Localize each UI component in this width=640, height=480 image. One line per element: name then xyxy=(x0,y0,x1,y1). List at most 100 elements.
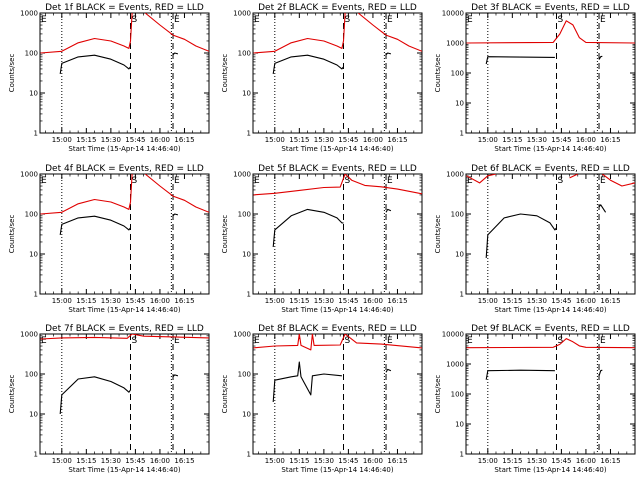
x-tick-label: 15:00 xyxy=(52,297,72,305)
lld-series-line xyxy=(466,174,635,187)
x-tick-label: 15:15 xyxy=(502,136,522,144)
detector-panel-9: Det 9f BLACK = Events, RED = LLD 1 10 100 10… xyxy=(434,324,636,474)
y-axis-title: Counts/sec xyxy=(221,215,229,254)
y-tick-label: 1000 xyxy=(20,10,38,18)
y-tick-label: 10000 xyxy=(442,10,464,18)
flag-label: E xyxy=(41,176,47,186)
flag-label: E xyxy=(174,176,180,186)
lld-series-line xyxy=(466,338,635,349)
events-series-line xyxy=(59,374,179,415)
x-tick-label: 15:00 xyxy=(478,457,498,465)
y-tick-label: 10 xyxy=(455,251,464,259)
y-axis-title: Counts/sec xyxy=(434,215,442,254)
x-tick-label: 15:45 xyxy=(551,136,571,144)
events-series-line xyxy=(485,369,603,380)
x-tick-label: 16:15 xyxy=(600,297,620,305)
y-tick-label: 1 xyxy=(247,291,251,299)
x-axis-title: Start Time (15-Apr-14 14:46:40) xyxy=(68,306,180,314)
events-series-line xyxy=(485,55,603,65)
panel-title: Det 6f BLACK = Events, RED = LLD xyxy=(471,164,630,174)
x-tick-label: 15:00 xyxy=(265,297,285,305)
x-tick-label: 16:00 xyxy=(150,297,170,305)
flag-label: E xyxy=(41,336,47,346)
detector-panel-3: Det 3f BLACK = Events, RED = LLD 1 10 100 10… xyxy=(434,3,636,153)
x-tick-label: 15:00 xyxy=(265,136,285,144)
y-axis-title: Counts/sec xyxy=(434,375,442,414)
x-tick-label: 15:45 xyxy=(338,136,358,144)
x-axis-title: Start Time (15-Apr-14 14:46:40) xyxy=(281,306,393,314)
x-tick-label: 15:45 xyxy=(551,457,571,465)
y-axis-title: Counts/sec xyxy=(221,54,229,93)
series-group xyxy=(40,334,209,415)
x-tick-label: 15:15 xyxy=(289,457,309,465)
flag-label: S xyxy=(131,15,137,25)
y-tick-label: 1 xyxy=(34,451,38,459)
y-tick-label: 10 xyxy=(242,90,251,98)
x-tick-label: 16:00 xyxy=(150,136,170,144)
series-group xyxy=(40,13,209,74)
plot-frame xyxy=(252,12,423,134)
plot-frame xyxy=(252,333,423,455)
y-tick-label: 10 xyxy=(29,90,38,98)
detector-panel-4: Det 4f BLACK = Events, RED = LLD 1 10 100 10… xyxy=(8,164,210,314)
panel-title: Det 8f BLACK = Events, RED = LLD xyxy=(258,324,417,334)
x-tick-label: 15:45 xyxy=(338,297,358,305)
y-tick-label: 10 xyxy=(455,100,464,108)
flag-label: S xyxy=(344,15,350,25)
flag-label: E xyxy=(254,336,260,346)
flag-label: E xyxy=(387,336,393,346)
x-tick-label: 15:45 xyxy=(338,457,358,465)
plot-frame xyxy=(252,173,423,295)
x-tick-label: 15:30 xyxy=(314,297,334,305)
x-tick-label: 15:15 xyxy=(76,136,96,144)
panel-title: Det 4f BLACK = Events, RED = LLD xyxy=(45,164,204,174)
series-group xyxy=(466,20,635,65)
lld-series-line xyxy=(40,174,209,215)
flag-label: E xyxy=(387,176,393,186)
y-tick-label: 10 xyxy=(29,251,38,259)
events-series-line xyxy=(59,213,179,235)
x-tick-label: 15:15 xyxy=(289,136,309,144)
x-tick-label: 15:00 xyxy=(478,297,498,305)
x-tick-label: 16:15 xyxy=(174,457,194,465)
x-tick-label: 15:00 xyxy=(52,136,72,144)
series-group xyxy=(40,174,209,235)
series-group xyxy=(253,174,422,248)
y-tick-label: 1000 xyxy=(446,361,464,369)
x-tick-label: 15:15 xyxy=(76,457,96,465)
lld-series-line xyxy=(253,174,422,196)
flag-label: E xyxy=(467,336,473,346)
flag-label: S xyxy=(131,336,137,346)
y-tick-label: 100 xyxy=(25,371,38,379)
x-axis-title: Start Time (15-Apr-14 14:46:40) xyxy=(68,145,180,153)
y-tick-label: 10 xyxy=(29,411,38,419)
x-tick-label: 15:30 xyxy=(101,297,121,305)
x-tick-label: 16:00 xyxy=(363,136,383,144)
y-axis-title: Counts/sec xyxy=(221,375,229,414)
x-tick-label: 15:45 xyxy=(125,297,145,305)
panel-title: Det 7f BLACK = Events, RED = LLD xyxy=(45,324,204,334)
y-tick-label: 1000 xyxy=(233,10,251,18)
flag-label: E xyxy=(174,15,180,25)
lld-series-line xyxy=(466,20,635,44)
x-axis-title: Start Time (15-Apr-14 14:46:40) xyxy=(281,466,393,474)
x-tick-label: 16:15 xyxy=(174,136,194,144)
y-tick-label: 100 xyxy=(238,211,251,219)
events-series-line xyxy=(59,52,179,74)
y-tick-label: 1 xyxy=(460,291,464,299)
x-tick-label: 16:00 xyxy=(576,457,596,465)
x-axis-title: Start Time (15-Apr-14 14:46:40) xyxy=(494,466,606,474)
plot-frame xyxy=(465,173,636,295)
series-group xyxy=(253,13,422,74)
x-axis-title: Start Time (15-Apr-14 14:46:40) xyxy=(68,466,180,474)
lld-series-line xyxy=(40,334,209,340)
flag-label: E xyxy=(467,15,473,25)
flag-label: E xyxy=(600,15,606,25)
flag-label: S xyxy=(344,176,350,186)
y-tick-label: 1000 xyxy=(20,331,38,339)
y-tick-label: 1000 xyxy=(233,171,251,179)
x-tick-label: 15:30 xyxy=(527,297,547,305)
x-tick-label: 15:30 xyxy=(527,457,547,465)
detector-panel-8: Det 8f BLACK = Events, RED = LLD 1 10 100 10… xyxy=(221,324,423,474)
x-tick-label: 16:15 xyxy=(387,297,407,305)
